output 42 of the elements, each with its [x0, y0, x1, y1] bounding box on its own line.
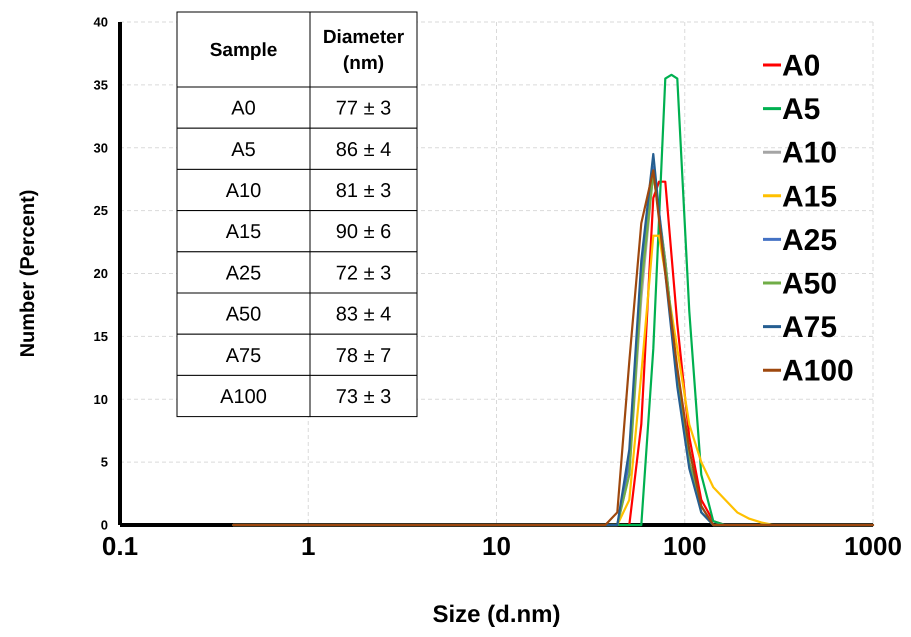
x-tick-label: 10: [482, 531, 511, 561]
legend-label: A25: [782, 224, 838, 257]
y-tick-label: 0: [100, 518, 108, 533]
annotation: A100: [220, 386, 267, 408]
annotation: Sample: [210, 40, 278, 62]
annotation: 83 ± 4: [336, 304, 392, 326]
y-tick-label: 25: [94, 203, 108, 218]
y-tick-label: 40: [94, 14, 108, 30]
annotation: A0: [231, 98, 256, 120]
annotation: A50: [226, 304, 262, 326]
y-tick-label: 35: [94, 77, 108, 92]
y-tick-label: 10: [94, 392, 108, 407]
annotation: A5: [231, 138, 256, 161]
legend-label: A15: [782, 180, 838, 214]
y-tick-label: 20: [94, 266, 108, 282]
y-tick-label: 15: [94, 328, 108, 344]
legend-label: A100: [782, 354, 854, 388]
y-axis-title: Number (Percent): [17, 190, 39, 358]
annotation: 81 ± 3: [336, 180, 392, 202]
legend-label: A0: [782, 50, 820, 82]
annotation: 86 ± 4: [336, 138, 392, 161]
annotation: A75: [226, 344, 262, 367]
x-axis-title: Size (d.nm): [432, 601, 561, 628]
annotation: 90 ± 6: [336, 221, 392, 244]
annotation: 78 ± 7: [336, 344, 392, 367]
annotation: 72 ± 3: [336, 262, 392, 284]
legend-label: A50: [782, 268, 838, 300]
x-tick-label: 100: [663, 531, 706, 561]
x-tick-label: 1: [301, 531, 316, 561]
legend-label: A5: [782, 93, 820, 126]
y-tick-label: 30: [94, 140, 108, 156]
annotation: 73 ± 3: [336, 386, 392, 408]
y-tick-label: 5: [100, 454, 108, 470]
annotation: A10: [226, 180, 262, 202]
x-tick-label: 0.1: [102, 531, 138, 561]
annotation: A15: [226, 221, 262, 244]
legend-label: A75: [782, 311, 838, 344]
legend-label: A10: [782, 136, 838, 170]
x-tick-label: 1000: [844, 531, 902, 561]
annotation: Diameter (nm): [322, 27, 405, 74]
annotation: 77 ± 3: [336, 98, 392, 120]
annotation: A25: [226, 262, 262, 284]
